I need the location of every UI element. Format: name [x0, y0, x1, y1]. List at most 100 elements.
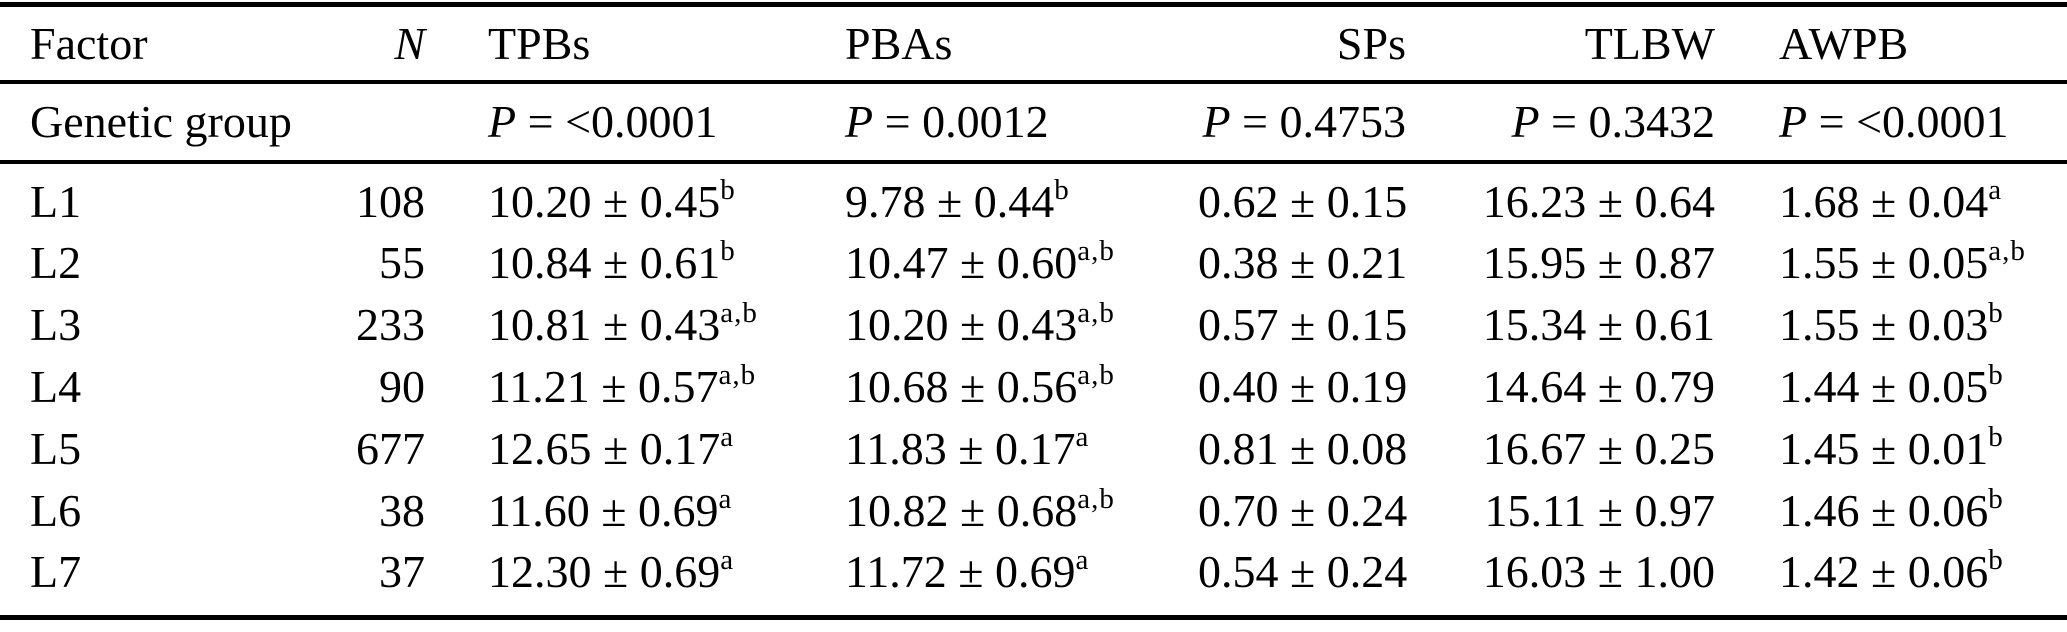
p-symbol: P [845, 96, 874, 147]
value-cell-sps: 0.81 ± 0.08 [1198, 418, 1407, 480]
value-cell-awpb: 1.44 ± 0.05b [1715, 356, 2067, 418]
factor-label: L4 [30, 361, 82, 412]
value-cell-tlbw: 16.23 ± 0.64 [1406, 162, 1715, 232]
equals-sign: = [1818, 96, 1845, 147]
mean-se-value: 0.70 ± 0.24 [1198, 485, 1408, 536]
n-value: 108 [356, 176, 425, 227]
n-cell: 37 [340, 542, 425, 618]
column-header-label: PBAs [845, 17, 953, 69]
mean-se-value: 10.68 ± 0.56 [845, 361, 1078, 412]
mean-se-value: 14.64 ± 0.79 [1482, 361, 1715, 412]
mean-se-value: 16.23 ± 0.64 [1482, 176, 1715, 227]
results-table: Factor N TPBs PBAs SPs TLBW AWPB Genetic group… [0, 2, 2067, 620]
mean-se-value: 0.40 ± 0.19 [1198, 361, 1408, 412]
column-header-label: N [394, 17, 425, 69]
significance-superscript: b [1988, 483, 2004, 516]
significance-superscript: a,b [1077, 297, 1115, 330]
n-value: 55 [379, 237, 425, 288]
significance-superscript: a [1988, 174, 2003, 207]
n-cell: 55 [340, 232, 425, 294]
p-value: 0.4753 [1279, 96, 1407, 147]
factor-label: L5 [30, 423, 82, 474]
mean-se-value: 10.20 ± 0.43 [845, 299, 1078, 350]
p-value-cell-tpbs: P = <0.0001 [425, 81, 845, 164]
mean-se-value: 15.11 ± 0.97 [1484, 485, 1715, 536]
table-header-row: Factor N TPBs PBAs SPs TLBW AWPB [0, 4, 2067, 84]
equals-sign: = [527, 96, 554, 147]
table-row-l7: L7 37 12.30 ± 0.69a 11.72 ± 0.69a 0.54 ± 0.2… [0, 542, 2067, 618]
value-cell-tpbs: 12.65 ± 0.17a [425, 418, 845, 480]
equals-sign: = [1242, 96, 1268, 147]
factor-label: L6 [30, 485, 82, 536]
column-header-awpb: AWPB [1715, 4, 2067, 84]
significance-superscript: a,b [1077, 483, 1115, 516]
n-cell: 677 [340, 418, 425, 480]
column-header-label: Factor [30, 17, 148, 69]
mean-se-value: 11.72 ± 0.69 [845, 545, 1076, 597]
significance-superscript: b [1988, 543, 2004, 576]
mean-se-value: 12.30 ± 0.69 [488, 545, 721, 597]
n-cell: 233 [340, 294, 425, 356]
n-cell: 38 [340, 480, 425, 542]
value-cell-sps: 0.54 ± 0.24 [1198, 542, 1407, 618]
column-header-pbas: PBAs [845, 4, 1198, 84]
value-cell-pbas: 9.78 ± 0.44b [845, 162, 1198, 232]
factor-label: L1 [30, 176, 82, 227]
value-cell-tpbs: 10.84 ± 0.61b [425, 232, 845, 294]
column-header-label: TPBs [488, 17, 591, 69]
value-cell-pbas: 10.68 ± 0.56a,b [845, 356, 1198, 418]
equals-sign: = [1551, 96, 1577, 147]
mean-se-value: 10.82 ± 0.68 [845, 485, 1078, 536]
n-cell: 90 [340, 356, 425, 418]
p-value: 0.3432 [1588, 96, 1716, 147]
n-value: 38 [379, 485, 425, 536]
value-cell-tpbs: 11.21 ± 0.57a,b [425, 356, 845, 418]
p-symbol: P [488, 96, 517, 147]
table-row-l5: L5 677 12.65 ± 0.17a 11.83 ± 0.17a 0.81 ± 0.… [0, 418, 2067, 480]
value-cell-pbas: 10.82 ± 0.68a,b [845, 480, 1198, 542]
value-cell-awpb: 1.55 ± 0.03b [1715, 294, 2067, 356]
value-cell-sps: 0.57 ± 0.15 [1198, 294, 1408, 356]
table-row-l3: L3 233 10.81 ± 0.43a,b 10.20 ± 0.43a,b 0.57 … [0, 294, 2067, 356]
column-header-tlbw: TLBW [1406, 4, 1715, 84]
significance-superscript: a,b [1077, 235, 1115, 268]
significance-superscript: a [720, 543, 735, 576]
significance-superscript: b [720, 235, 736, 268]
significance-superscript: a,b [720, 297, 758, 330]
value-cell-pbas: 10.47 ± 0.60a,b [845, 232, 1198, 294]
p-row-factor-label: Genetic group [30, 96, 292, 147]
mean-se-value: 1.45 ± 0.01 [1779, 423, 1989, 474]
significance-superscript: a,b [718, 359, 757, 392]
value-cell-awpb: 1.55 ± 0.05a,b [1715, 232, 2067, 294]
value-cell-pbas: 11.72 ± 0.69a [845, 542, 1198, 618]
table-row-l2: L2 55 10.84 ± 0.61b 10.47 ± 0.60a,b 0.38 ± 0… [0, 232, 2067, 294]
p-row-n-cell [340, 81, 425, 164]
significance-superscript: b [1988, 297, 2004, 330]
mean-se-value: 11.83 ± 0.17 [845, 423, 1076, 474]
value-cell-sps: 0.70 ± 0.24 [1198, 480, 1408, 542]
mean-se-value: 10.81 ± 0.43 [488, 299, 721, 350]
table-row-l6: L6 38 11.60 ± 0.69a 10.82 ± 0.68a,b 0.70 ± 0… [0, 480, 2067, 542]
column-header-tpbs: TPBs [425, 4, 845, 84]
factor-cell: L6 [0, 480, 340, 542]
value-cell-sps: 0.62 ± 0.15 [1198, 162, 1408, 232]
column-header-label: SPs [1336, 17, 1406, 69]
value-cell-awpb: 1.68 ± 0.04a [1715, 162, 2067, 232]
significance-superscript: b [1988, 359, 2004, 392]
mean-se-value: 0.57 ± 0.15 [1198, 299, 1408, 350]
n-value: 677 [356, 423, 425, 474]
column-header-n: N [340, 4, 425, 84]
mean-se-value: 16.03 ± 1.00 [1482, 545, 1715, 597]
value-cell-tpbs: 10.20 ± 0.45b [425, 162, 845, 232]
mean-se-value: 1.55 ± 0.05 [1779, 237, 1989, 288]
mean-se-value: 1.42 ± 0.06 [1779, 545, 1989, 597]
value-cell-sps: 0.38 ± 0.21 [1198, 232, 1407, 294]
value-cell-tlbw: 16.67 ± 0.25 [1406, 418, 1715, 480]
p-value-cell-pbas: P = 0.0012 [845, 81, 1198, 164]
p-value-cell-sps: P = 0.4753 [1198, 81, 1407, 164]
mean-se-value: 12.65 ± 0.17 [488, 423, 721, 474]
table-row-l1: L1 108 10.20 ± 0.45b 9.78 ± 0.44b 0.62 ± 0.1… [0, 162, 2067, 232]
value-cell-tlbw: 16.03 ± 1.00 [1406, 542, 1715, 618]
value-cell-pbas: 11.83 ± 0.17a [845, 418, 1198, 480]
mean-se-value: 0.62 ± 0.15 [1198, 176, 1408, 227]
